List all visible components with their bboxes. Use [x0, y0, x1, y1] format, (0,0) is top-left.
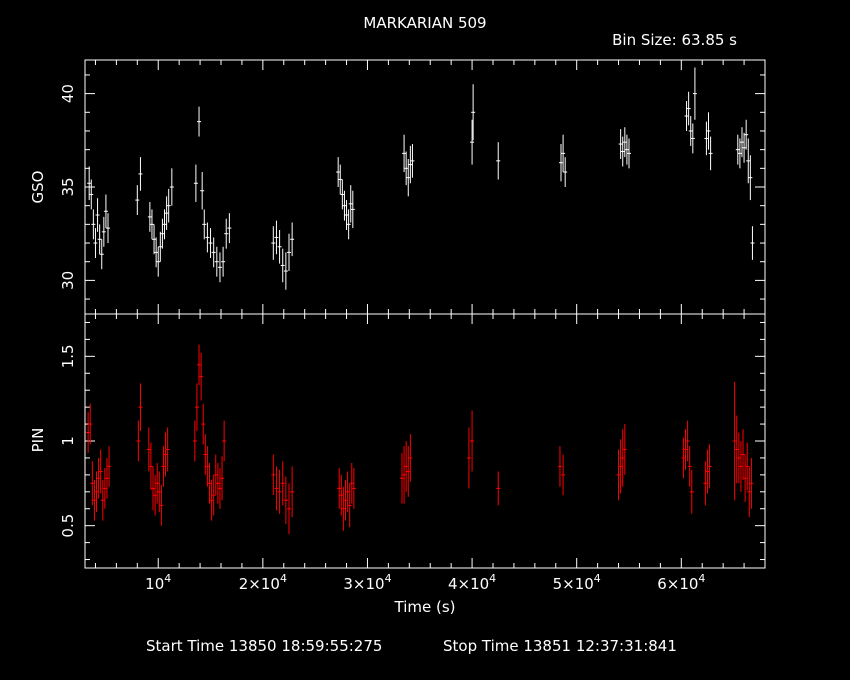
gso-ytick-label: 40	[59, 84, 77, 103]
x-tick-label: 4×104	[448, 572, 496, 593]
x-tick-label: 3×104	[343, 572, 391, 593]
x-tick-label: 2×104	[239, 572, 287, 593]
bin-size-label: Bin Size: 63.85 s	[612, 31, 737, 49]
pin-ytick-label: 0.5	[59, 514, 77, 538]
gso-panel: 30 35 40	[59, 59, 766, 315]
x-tick-label: 6×104	[657, 572, 705, 593]
gso-ytick-label: 35	[59, 177, 77, 196]
chart-title: MARKARIAN 509	[363, 14, 486, 32]
stop-time-label: Stop Time 13851 12:37:31:841	[443, 637, 677, 655]
gso-frame	[84, 59, 766, 315]
pin-ytick-label: 1	[59, 436, 77, 446]
x-tick-label: 104	[145, 572, 171, 593]
time-axis-label: Time (s)	[394, 598, 456, 616]
pin-axis-label: PIN	[29, 428, 47, 453]
gso-ytick-label: 30	[59, 271, 77, 290]
pin-panel: 0.5 1 1.5	[59, 313, 766, 569]
x-tick-label: 5×104	[553, 572, 601, 593]
start-time-label: Start Time 13850 18:59:55:275	[146, 637, 382, 655]
pin-frame	[84, 313, 766, 569]
gso-axis-label: GSO	[29, 171, 47, 204]
pin-ytick-label: 1.5	[59, 344, 77, 368]
